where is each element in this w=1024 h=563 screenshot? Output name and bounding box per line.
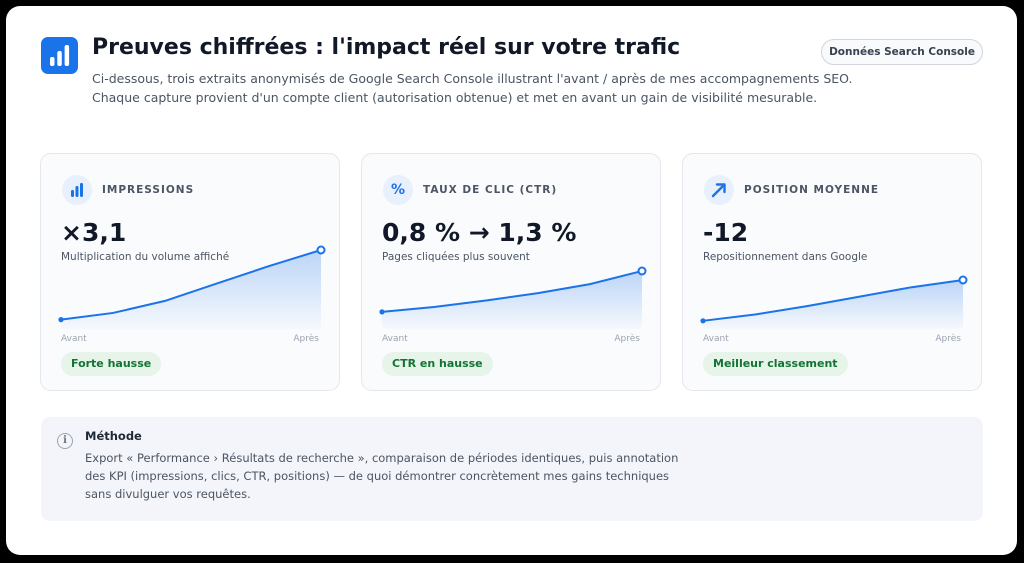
trend-chart — [379, 266, 647, 329]
trend-line — [702, 279, 964, 322]
status-badge: Forte hausse — [61, 352, 162, 376]
method-note: i Méthode Export « Performance › Résulta… — [41, 417, 983, 521]
trend-start-point — [700, 318, 706, 324]
kpi-description: Pages cliquées plus souvent — [382, 251, 530, 263]
trend-end-point — [316, 245, 326, 255]
trend-chart — [700, 275, 968, 329]
method-line: des KPI (impressions, clics, CTR, positi… — [85, 469, 670, 483]
page-subtitle: Ci-dessous, trois extraits anonymisés de… — [92, 69, 872, 107]
main-panel: Preuves chiffrées : l'impact réel sur vo… — [6, 6, 1017, 555]
trend-area — [61, 250, 321, 329]
trend-area — [382, 271, 642, 329]
kpi-value: -12 — [703, 218, 749, 247]
x-axis-end-label: Après — [614, 334, 640, 344]
x-axis-end-label: Après — [935, 334, 961, 344]
trend-end-point — [637, 266, 647, 276]
status-badge: Meilleur classement — [703, 352, 848, 376]
trend-chart — [58, 245, 326, 329]
method-text: Export « Performance › Résultats de rech… — [85, 449, 678, 503]
x-axis-end-label: Après — [293, 334, 319, 344]
trend-start-point — [58, 317, 64, 323]
trend-start-point — [379, 309, 385, 315]
subtitle-line: Chaque capture provient d'un compte clie… — [92, 90, 818, 105]
x-axis-start-label: Avant — [703, 334, 729, 344]
kpi-card-ctr: % TAUX DE CLIC (CTR) 0,8 % → 1,3 % Pages… — [361, 153, 661, 391]
bar-chart-icon — [41, 37, 78, 74]
percent-icon: % — [383, 175, 413, 205]
kpi-value: 0,8 % → 1,3 % — [382, 218, 577, 247]
percent-icon-glyph: % — [390, 182, 406, 198]
trend-up-arrow-icon — [704, 175, 734, 205]
info-icon: i — [57, 433, 73, 449]
x-axis-start-label: Avant — [382, 334, 408, 344]
kpi-description: Repositionnement dans Google — [703, 251, 868, 263]
kpi-description: Multiplication du volume affiché — [61, 251, 230, 263]
trend-line — [60, 249, 322, 321]
kpi-label: IMPRESSIONS — [102, 184, 195, 196]
kpi-card-impressions: IMPRESSIONS ×3,1 Multiplication du volum… — [40, 153, 340, 391]
trend-line — [381, 270, 643, 313]
kpi-label: TAUX DE CLIC (CTR) — [423, 184, 558, 196]
x-axis-start-label: Avant — [61, 334, 87, 344]
method-line: sans divulguer vos requêtes. — [85, 487, 251, 501]
subtitle-line: Ci-dessous, trois extraits anonymisés de… — [92, 71, 853, 86]
bar-chart-icon — [62, 175, 92, 205]
trend-area — [703, 280, 963, 329]
kpi-label: POSITION MOYENNE — [744, 184, 880, 196]
status-badge: CTR en hausse — [382, 352, 493, 376]
source-badge: Données Search Console — [821, 39, 983, 65]
method-title: Méthode — [85, 429, 142, 443]
kpi-card-position: POSITION MOYENNE -12 Repositionnement da… — [682, 153, 982, 391]
method-line: Export « Performance › Résultats de rech… — [85, 451, 679, 465]
trend-end-point — [958, 275, 968, 285]
page-title: Preuves chiffrées : l'impact réel sur vo… — [92, 35, 681, 60]
kpi-value: ×3,1 — [61, 218, 127, 247]
